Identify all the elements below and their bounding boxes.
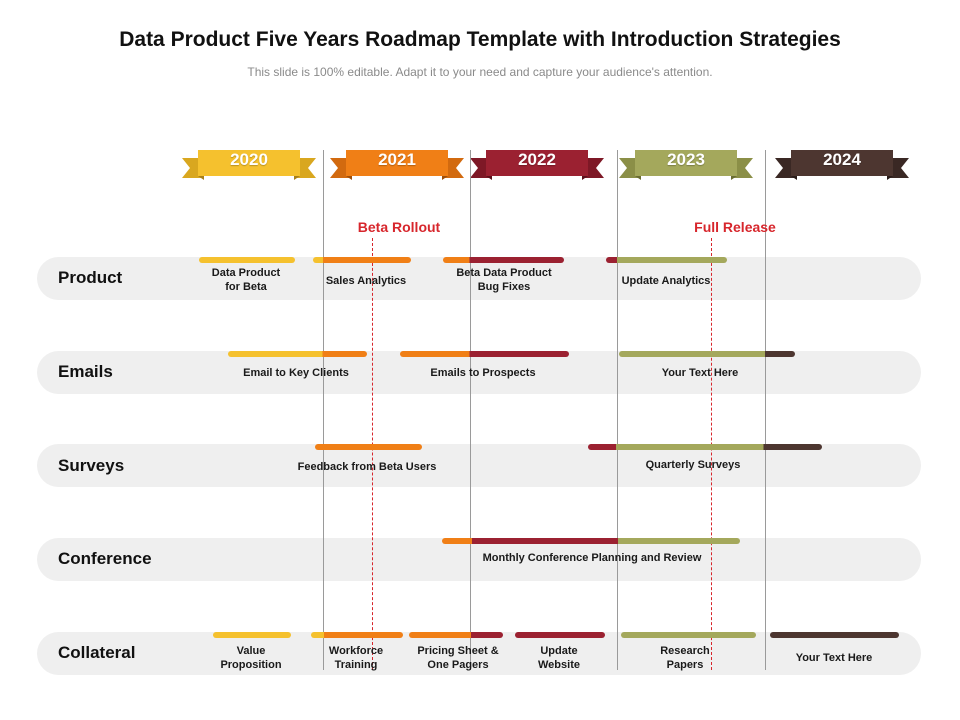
task-bar	[409, 632, 503, 638]
task-bar	[442, 538, 740, 544]
task-bar	[400, 351, 569, 357]
task-bar	[619, 351, 795, 357]
task-label: Update Analytics	[621, 275, 711, 287]
task-bar	[311, 632, 403, 638]
year-ribbon-2022	[470, 150, 604, 180]
lane-product	[37, 257, 921, 300]
page-subtitle: This slide is 100% editable. Adapt it to…	[247, 65, 713, 79]
lane-label-product: Product	[58, 268, 123, 287]
year-divider	[470, 150, 471, 670]
task-label: Update Website	[538, 645, 580, 671]
task-label: Workforce Training	[328, 645, 384, 671]
year-label-2023: 2023	[667, 150, 705, 169]
task-bar	[213, 632, 291, 638]
task-bar	[621, 632, 756, 638]
year-label-2021: 2021	[378, 150, 416, 169]
page-title: Data Product Five Years Roadmap Template…	[119, 28, 841, 51]
task-label: Quarterly Surveys	[645, 459, 741, 471]
task-label: Your Text Here	[795, 652, 873, 664]
year-label-2024: 2024	[823, 150, 861, 169]
task-bar	[443, 257, 564, 263]
year-ribbon-2023	[619, 150, 753, 180]
year-label-2020: 2020	[230, 150, 268, 169]
task-label: Your Text Here	[661, 367, 739, 379]
task-label: Value Proposition	[220, 645, 282, 671]
year-ribbon-2020	[182, 150, 316, 180]
task-label: Sales Analytics	[325, 275, 407, 287]
task-label: Research Papers	[660, 645, 710, 671]
task-bar	[606, 257, 727, 263]
task-label: Feedback from Beta Users	[297, 461, 437, 473]
task-label: Monthly Conference Planning and Review	[482, 552, 702, 564]
task-label: Pricing Sheet & One Pagers	[417, 645, 499, 671]
milestone-line-full	[711, 238, 712, 670]
lane-collateral	[37, 632, 921, 675]
task-bar	[770, 632, 899, 638]
milestone-full-release: Full Release	[694, 219, 776, 235]
year-label-2022: 2022	[518, 150, 556, 169]
task-label: Email to Key Clients	[243, 367, 349, 379]
task-bar	[588, 444, 822, 450]
year-divider	[765, 150, 766, 670]
lane-surveys	[37, 444, 921, 487]
lane-label-surveys: Surveys	[58, 456, 125, 475]
lane-conference	[37, 538, 921, 581]
task-bar	[199, 257, 295, 263]
task-bar	[315, 444, 422, 450]
lane-label-conference: Conference	[58, 549, 152, 568]
year-ribbon-2024	[775, 150, 909, 180]
task-label: Beta Data Product Bug Fixes	[456, 267, 552, 293]
lane-label-collateral: Collateral	[58, 643, 136, 662]
year-divider	[323, 150, 324, 670]
milestone-beta-rollout: Beta Rollout	[357, 219, 441, 235]
task-label: Data Product for Beta	[211, 267, 281, 293]
task-bar	[515, 632, 605, 638]
task-label: Emails to Prospects	[430, 367, 536, 379]
lane-emails	[37, 351, 921, 394]
task-bar	[228, 351, 367, 357]
year-divider	[617, 150, 618, 670]
milestone-line-beta	[372, 238, 373, 670]
task-bar	[313, 257, 411, 263]
year-ribbon-2021	[330, 150, 464, 180]
lane-label-emails: Emails	[58, 362, 113, 381]
